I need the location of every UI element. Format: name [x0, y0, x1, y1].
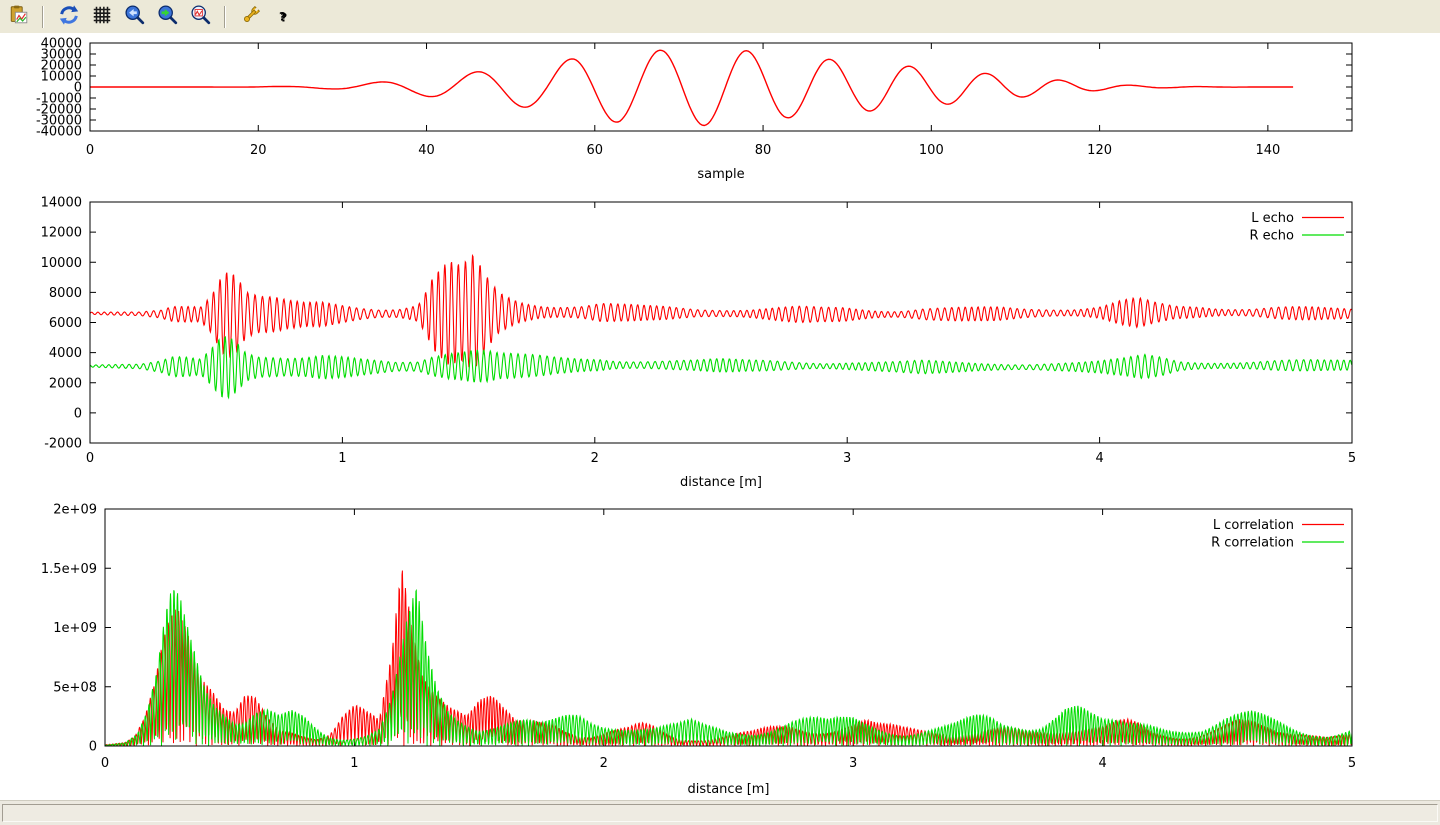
- y-tick-label: 40000: [41, 37, 82, 52]
- x-tick-label: 3: [843, 451, 851, 466]
- y-tick-label: 8000: [49, 286, 82, 301]
- plot-canvas: 0 20 40 60 80 100 120 140 40000 30000 20000 10000 0-…: [0, 33, 1440, 800]
- x-axis-label: distance [m]: [680, 475, 762, 490]
- clipboard-chart-icon: [8, 4, 30, 30]
- x-tick-label: 60: [587, 143, 604, 158]
- wrench-icon: [240, 4, 262, 30]
- y-tick-label: 0: [74, 406, 82, 421]
- x-axis-label: distance [m]: [687, 782, 769, 797]
- series-L-correlation: [105, 570, 1352, 746]
- legend-label: L correlation: [1213, 518, 1294, 533]
- x-tick-label: 0: [101, 756, 109, 771]
- x-tick-label: 140: [1255, 143, 1280, 158]
- plot-border: [89, 42, 1353, 132]
- x-tick-label: 120: [1087, 143, 1112, 158]
- y-tick-label: 14000: [41, 196, 82, 211]
- y-tick-label: -30000: [36, 114, 82, 129]
- x-tick-label: 1: [338, 451, 346, 466]
- x-tick-label: 5: [1348, 756, 1356, 771]
- x-tick-label: 0: [86, 451, 94, 466]
- y-tick-label: -10000: [36, 92, 82, 107]
- y-tick-label: -40000: [36, 125, 82, 140]
- legend-label: R echo: [1249, 229, 1294, 244]
- y-tick-label: 20000: [41, 59, 82, 74]
- series-R-echo: [90, 335, 1352, 400]
- zoom-previous-button[interactable]: [121, 3, 149, 31]
- help-icon: ? ?: [273, 4, 295, 30]
- y-tick-label: 10000: [41, 70, 82, 85]
- plot-border: [104, 508, 1353, 747]
- y-tick-label: 1e+09: [53, 621, 97, 636]
- y-tick-label: 30000: [41, 48, 82, 63]
- correlation-plot[interactable]: 0 1 2 3 4 5 2e+09 1.5e+09 1e+09 5e+08 0 distance [m…: [0, 493, 1440, 800]
- autoscale-button[interactable]: [187, 3, 215, 31]
- echo-plot[interactable]: 0 1 2 3 4 5 14000 12000 10000 8000 6000 4000 2000 0 -2…: [0, 193, 1440, 493]
- help-button[interactable]: ? ?: [270, 3, 298, 31]
- x-tick-label: 4: [1098, 756, 1106, 771]
- y-tick-label: -20000: [36, 103, 82, 118]
- x-tick-label: 100: [919, 143, 944, 158]
- x-tick-label: 2: [600, 756, 608, 771]
- x-tick-label: 40: [418, 143, 435, 158]
- y-tick-label: 6000: [49, 316, 82, 331]
- grid-button[interactable]: [88, 3, 116, 31]
- y-tick-label: 12000: [41, 226, 82, 241]
- status-bar: [0, 800, 1440, 825]
- zoom-back-icon: [124, 4, 146, 30]
- x-tick-label: 0: [86, 143, 94, 158]
- replot-button[interactable]: [55, 3, 83, 31]
- configure-button[interactable]: [237, 3, 265, 31]
- y-tick-label: 0: [74, 81, 82, 96]
- x-tick-label: 3: [849, 756, 857, 771]
- svg-text:?: ?: [279, 9, 286, 23]
- svg-text:?: ?: [280, 10, 287, 24]
- series-R-correlation: [105, 588, 1352, 746]
- series-L-echo: [90, 253, 1352, 368]
- y-tick-label: 1.5e+09: [41, 562, 97, 577]
- y-tick-label: -2000: [44, 437, 82, 452]
- zoom-forward-icon: [157, 4, 179, 30]
- x-axis-label: sample: [697, 167, 744, 182]
- copy-to-clipboard-button[interactable]: [5, 3, 33, 31]
- waveform-plot[interactable]: 0 20 40 60 80 100 120 140400003000020000100000-…: [0, 33, 1440, 193]
- x-tick-label: 4: [1095, 451, 1103, 466]
- x-tick-label: 2: [591, 451, 599, 466]
- refresh-icon: [58, 4, 80, 30]
- y-tick-label: 2000: [49, 376, 82, 391]
- x-tick-label: 5: [1348, 451, 1356, 466]
- y-tick-label: 0: [89, 740, 97, 755]
- plot-border: [89, 201, 1353, 444]
- y-tick-label: 2e+09: [53, 503, 97, 518]
- grid-icon: [91, 4, 113, 30]
- toolbar: ? ?: [0, 0, 1440, 34]
- zoom-next-button[interactable]: [154, 3, 182, 31]
- legend-label: R correlation: [1211, 536, 1294, 551]
- x-tick-label: 20: [250, 143, 267, 158]
- zoom-fit-icon: [190, 4, 212, 30]
- x-tick-label: 80: [755, 143, 772, 158]
- legend-label: L echo: [1251, 211, 1294, 226]
- series-pulse: [90, 49, 1294, 127]
- y-tick-label: 4000: [49, 346, 82, 361]
- toolbar-separator: [224, 5, 226, 28]
- y-tick-label: 5e+08: [53, 680, 97, 695]
- x-tick-label: 1: [350, 756, 358, 771]
- y-tick-label: 10000: [41, 256, 82, 271]
- status-text: [2, 804, 1438, 822]
- toolbar-separator: [42, 5, 44, 28]
